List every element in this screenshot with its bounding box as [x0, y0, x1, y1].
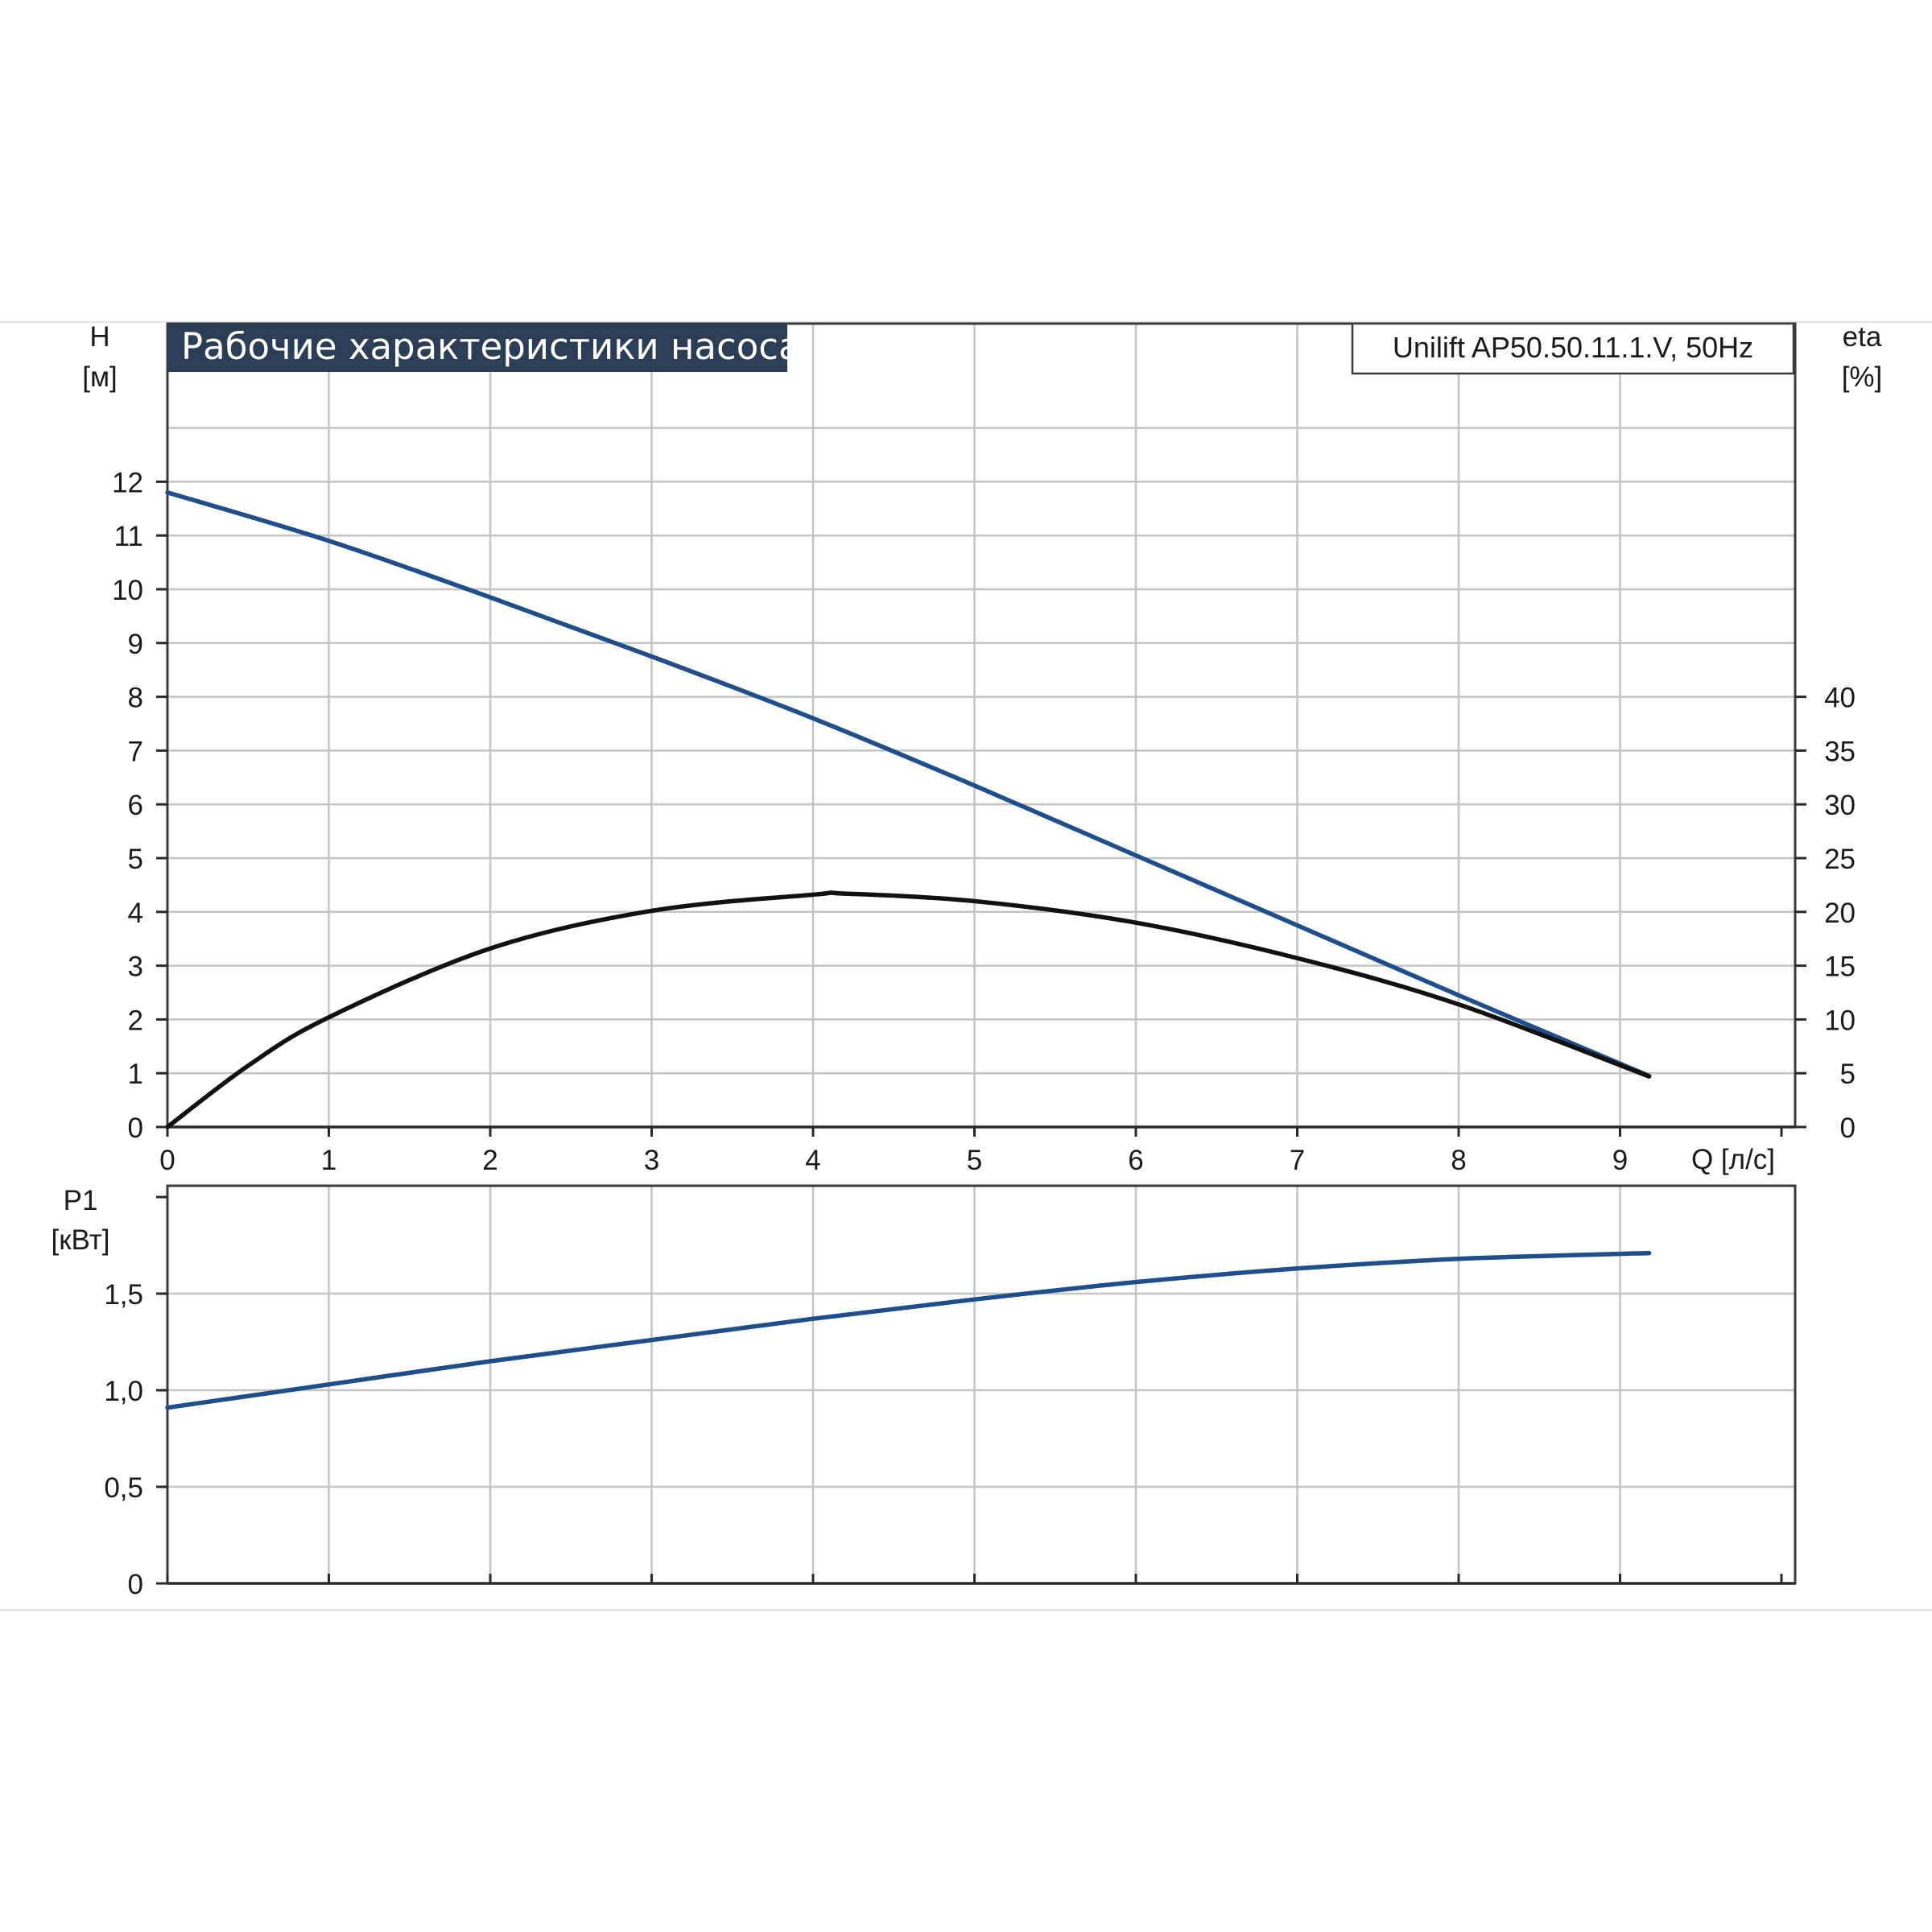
head-panel-axes: 0 1 2 3 4 5 6 7 8 9012345678910111205101520253035…: [112, 467, 1856, 1176]
x-tick-label: 1: [321, 1145, 336, 1176]
y-tick-label: 0: [128, 1113, 143, 1144]
y2-tick-label: 10: [1824, 1005, 1856, 1036]
y2-axis-label-eta: eta: [1843, 321, 1882, 353]
y-tick-label: 7: [128, 736, 143, 767]
y-axis-label-p1: P1: [64, 1185, 98, 1216]
head-panel-labels: H [м] eta [%] Q [л/с]: [82, 321, 1882, 1175]
chart-title: Рабочие характеристики насоса: [181, 325, 801, 368]
y2-tick-label: 20: [1824, 898, 1856, 929]
y2-tick-label: 5: [1840, 1059, 1856, 1090]
y-tick-label: 1,5: [104, 1279, 143, 1311]
y-tick-label: 12: [112, 467, 143, 498]
power-panel-series: [165, 1250, 1652, 1410]
x-tick-label: 5: [967, 1145, 982, 1176]
model-label-box: [1351, 322, 1795, 375]
head-curve: [165, 490, 1652, 1079]
power-panel-grid: [167, 1186, 1795, 1583]
y2-tick-label: 25: [1824, 844, 1856, 875]
chart-title-banner: [167, 324, 787, 372]
y-tick-label: 1: [128, 1059, 143, 1090]
y-tick-label: 6: [128, 790, 143, 821]
y2-tick-label: 40: [1824, 683, 1856, 714]
y-axis-label-h: H: [89, 321, 109, 353]
x-tick-label: 2: [482, 1145, 497, 1176]
head-panel-frame: [166, 322, 1797, 1129]
head-panel-series: [165, 490, 1652, 1129]
y2-tick-label: 30: [1824, 790, 1856, 821]
y-tick-label: 11: [114, 521, 143, 552]
y-tick-label: 2: [128, 1005, 143, 1036]
head-panel-grid: [167, 324, 1795, 1127]
y2-tick-label: 35: [1824, 736, 1856, 767]
y-tick-label: 0,5: [104, 1472, 143, 1504]
y-axis-unit-h: [м]: [82, 361, 118, 393]
x-tick-label: 7: [1290, 1145, 1305, 1176]
y2-tick-label: 0: [1840, 1113, 1856, 1144]
model-label: Unilift AP50.50.11.1.V, 50Hz: [1393, 331, 1753, 364]
y-tick-label: 9: [128, 629, 143, 660]
y-axis-unit-p1: [кВт]: [52, 1224, 110, 1256]
y-tick-label: 5: [128, 844, 143, 875]
power-panel-labels: P1 [кВт]: [52, 1185, 110, 1256]
y-tick-label: 4: [128, 898, 143, 929]
x-tick-label: 0: [159, 1145, 175, 1176]
x-tick-label: 9: [1612, 1145, 1628, 1176]
efficiency-curve: [165, 890, 1652, 1129]
y-tick-label: 10: [112, 575, 143, 606]
power-curve: [165, 1250, 1652, 1410]
x-tick-label: 8: [1451, 1145, 1466, 1176]
y2-tick-label: 15: [1824, 952, 1856, 983]
x-tick-label: 6: [1128, 1145, 1143, 1176]
power-panel-frame: [166, 1184, 1797, 1585]
x-axis-label-q: Q [л/с]: [1691, 1144, 1775, 1175]
y-tick-label: 8: [128, 683, 143, 714]
power-panel-axes: 0 0,5 1,0 1,5: [104, 1195, 1795, 1600]
x-tick-label: 3: [644, 1145, 659, 1176]
y-tick-label: 1,0: [104, 1376, 143, 1407]
y2-axis-unit-eta: [%]: [1842, 361, 1883, 393]
y-tick-label: 3: [128, 952, 143, 983]
x-tick-label: 4: [805, 1145, 820, 1176]
y-tick-label: 0: [128, 1569, 143, 1600]
